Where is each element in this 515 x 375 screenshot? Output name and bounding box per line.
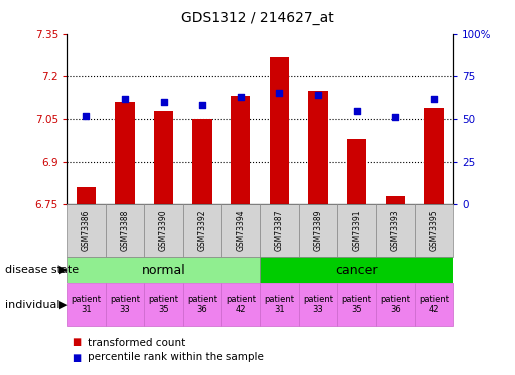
Text: GSM73390: GSM73390 — [159, 210, 168, 251]
FancyBboxPatch shape — [376, 283, 415, 326]
Text: percentile rank within the sample: percentile rank within the sample — [88, 352, 264, 363]
Bar — [386, 196, 405, 204]
Bar — [308, 91, 328, 204]
Text: normal: normal — [142, 264, 185, 276]
Point — [159, 99, 167, 105]
Bar — [154, 111, 173, 204]
Point — [430, 96, 438, 102]
FancyBboxPatch shape — [67, 257, 260, 283]
Bar — [77, 188, 96, 204]
FancyBboxPatch shape — [67, 283, 106, 326]
Text: ▶: ▶ — [59, 265, 67, 275]
Point — [314, 92, 322, 98]
Point — [198, 102, 206, 108]
Bar — [347, 139, 366, 204]
FancyBboxPatch shape — [260, 257, 453, 283]
FancyBboxPatch shape — [183, 204, 221, 257]
Text: patient
42: patient 42 — [226, 295, 256, 314]
Point — [391, 114, 400, 120]
Bar — [115, 102, 134, 204]
FancyBboxPatch shape — [415, 283, 453, 326]
FancyBboxPatch shape — [183, 283, 221, 326]
Text: GSM73387: GSM73387 — [275, 210, 284, 251]
Text: disease state: disease state — [5, 265, 79, 275]
Text: GSM73388: GSM73388 — [121, 210, 129, 251]
Bar — [270, 57, 289, 204]
Text: ▶: ▶ — [59, 300, 67, 310]
FancyBboxPatch shape — [106, 283, 144, 326]
Text: cancer: cancer — [335, 264, 378, 276]
Text: individual: individual — [5, 300, 60, 310]
FancyBboxPatch shape — [376, 204, 415, 257]
Text: patient
42: patient 42 — [419, 295, 449, 314]
Text: transformed count: transformed count — [88, 338, 185, 348]
Point — [82, 112, 91, 118]
Point — [275, 90, 283, 96]
Text: GSM73389: GSM73389 — [314, 210, 322, 251]
Text: patient
33: patient 33 — [110, 295, 140, 314]
FancyBboxPatch shape — [221, 283, 260, 326]
FancyBboxPatch shape — [144, 204, 183, 257]
Point — [121, 96, 129, 102]
FancyBboxPatch shape — [221, 204, 260, 257]
Text: GDS1312 / 214627_at: GDS1312 / 214627_at — [181, 11, 334, 25]
Text: GSM73392: GSM73392 — [198, 210, 207, 251]
Text: patient
35: patient 35 — [148, 295, 179, 314]
FancyBboxPatch shape — [299, 204, 337, 257]
Point — [236, 94, 245, 100]
Bar — [424, 108, 443, 204]
Text: GSM73393: GSM73393 — [391, 210, 400, 251]
Text: patient
31: patient 31 — [264, 295, 295, 314]
Text: GSM73386: GSM73386 — [82, 210, 91, 251]
FancyBboxPatch shape — [144, 283, 183, 326]
Text: GSM73394: GSM73394 — [236, 210, 245, 251]
FancyBboxPatch shape — [415, 204, 453, 257]
Point — [352, 108, 360, 114]
FancyBboxPatch shape — [337, 204, 376, 257]
FancyBboxPatch shape — [299, 283, 337, 326]
FancyBboxPatch shape — [67, 204, 106, 257]
Text: patient
36: patient 36 — [380, 295, 410, 314]
Bar — [193, 119, 212, 204]
Text: GSM73395: GSM73395 — [430, 210, 438, 251]
Bar — [231, 96, 250, 204]
Text: ■: ■ — [72, 338, 81, 348]
Text: GSM73391: GSM73391 — [352, 210, 361, 251]
FancyBboxPatch shape — [260, 283, 299, 326]
Text: ■: ■ — [72, 352, 81, 363]
Text: patient
31: patient 31 — [71, 295, 101, 314]
FancyBboxPatch shape — [260, 204, 299, 257]
FancyBboxPatch shape — [106, 204, 144, 257]
Text: patient
35: patient 35 — [341, 295, 372, 314]
FancyBboxPatch shape — [337, 283, 376, 326]
Text: patient
33: patient 33 — [303, 295, 333, 314]
Text: patient
36: patient 36 — [187, 295, 217, 314]
